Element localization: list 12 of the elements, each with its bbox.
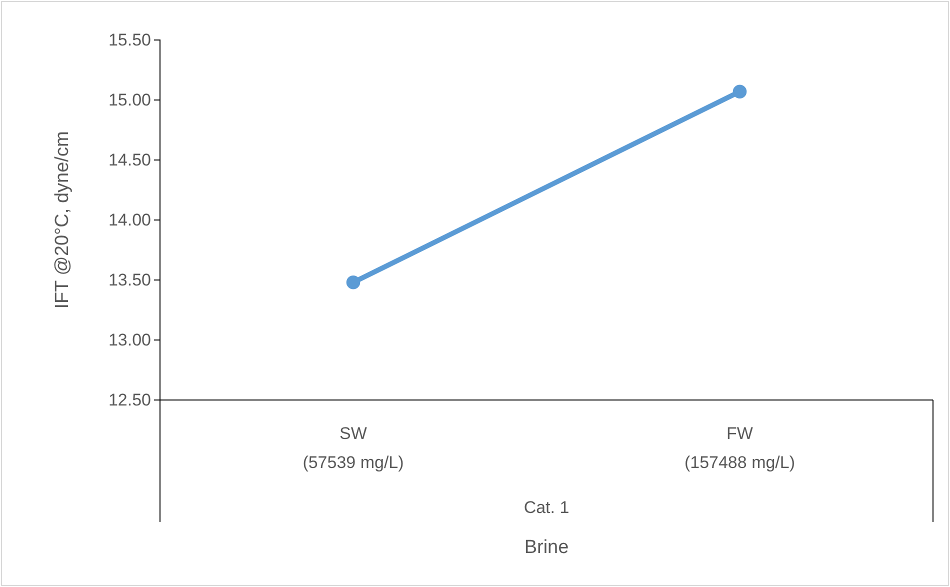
text: Cat. 1 — [524, 498, 570, 517]
y-axis-title: IFT @20°C, dyne/cm — [52, 131, 73, 309]
x-tick-label: FW (157488 mg/L) — [684, 424, 796, 472]
x-axis-title: Brine — [524, 537, 569, 558]
y-tick-label: 14.00 — [108, 210, 151, 230]
x-tick-label: SW (57539 mg/L) — [302, 424, 404, 472]
y-tick-label: 15.00 — [108, 90, 151, 110]
y-tick-label: 14.50 — [108, 150, 151, 170]
y-tick-label: 12.50 — [108, 390, 151, 410]
y-tick-label: 13.00 — [108, 330, 151, 350]
y-tick-label: 15.50 — [108, 30, 151, 50]
y-tick-label: 13.50 — [108, 270, 151, 290]
